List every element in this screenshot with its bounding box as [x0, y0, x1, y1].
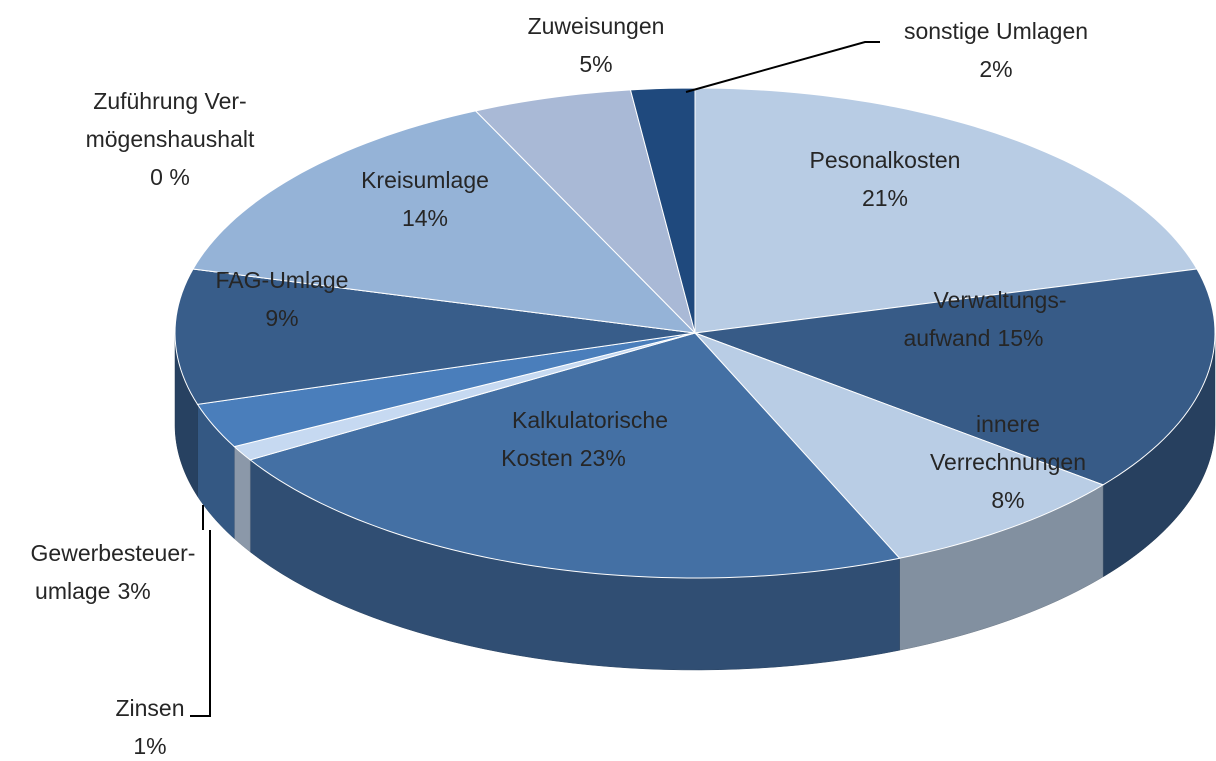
leader-line: [685, 41, 880, 93]
slice-side: [234, 446, 251, 553]
slice: [196, 332, 696, 448]
slice: [694, 268, 1216, 486]
value-label: 21%: [862, 185, 908, 211]
value-label: 8%: [991, 487, 1024, 513]
value-label: 23%: [580, 445, 626, 471]
data-label: Gewerbesteuer-umlage 3%: [31, 540, 196, 604]
value-label: 0 %: [150, 164, 190, 190]
slice-tops: [174, 87, 1216, 579]
label-line: Zinsen: [115, 695, 184, 721]
data-label: Zuführung Ver-mögenshaushalt 0 %: [86, 88, 255, 190]
label-line: Verwaltungs-: [934, 287, 1067, 313]
label-line: sonstige Umlagen: [904, 18, 1088, 44]
slice-sides: [174, 332, 1216, 671]
data-label: Zuweisungen 5%: [528, 13, 665, 77]
label-line: innere: [976, 411, 1040, 437]
label-line: mögenshaushalt: [86, 126, 255, 152]
data-label: sonstige Umlagen 2%: [904, 18, 1088, 82]
label-line: Kosten: [501, 445, 573, 471]
label-line: umlage: [35, 578, 110, 604]
value-label: 14%: [402, 205, 448, 231]
data-label: Verwaltungs-aufwand 15%: [903, 287, 1066, 351]
label-line: Gewerbesteuer-: [31, 540, 196, 566]
slice: [474, 89, 696, 335]
slice: [694, 87, 1198, 334]
leader-line: [190, 530, 211, 717]
data-label: Kalkulatorische Kosten 23%: [501, 407, 668, 471]
slice: [629, 87, 696, 334]
label-line: Kreisumlage: [361, 167, 489, 193]
data-label: Kreisumlage 14%: [361, 167, 489, 231]
labels: Pesonalkosten 21% Verwaltungs-aufwand 15% in…: [31, 13, 1089, 759]
value-label: 5%: [579, 51, 612, 77]
slice: [694, 332, 1105, 559]
data-label: FAG-Umlage 9%: [216, 267, 349, 331]
value-label: 9%: [265, 305, 298, 331]
slice: [249, 332, 901, 579]
data-label: Zinsen 1%: [115, 695, 184, 759]
value-label: 1%: [133, 733, 166, 759]
value-label: 15%: [997, 325, 1043, 351]
slice: [174, 268, 696, 405]
data-label: innere Verrechnungen 8%: [930, 411, 1086, 513]
slice: [192, 110, 697, 334]
label-line: Zuführung Ver-: [93, 88, 246, 114]
data-label: Pesonalkosten 21%: [810, 147, 961, 211]
label-line: Pesonalkosten: [810, 147, 961, 173]
label-line: Kalkulatorische: [512, 407, 668, 433]
value-label: 2%: [979, 56, 1012, 82]
label-line: aufwand: [903, 325, 990, 351]
label-line: Zuweisungen: [528, 13, 665, 39]
value-label: 3%: [117, 578, 150, 604]
label-line: FAG-Umlage: [216, 267, 349, 293]
label-line: Verrechnungen: [930, 449, 1086, 475]
